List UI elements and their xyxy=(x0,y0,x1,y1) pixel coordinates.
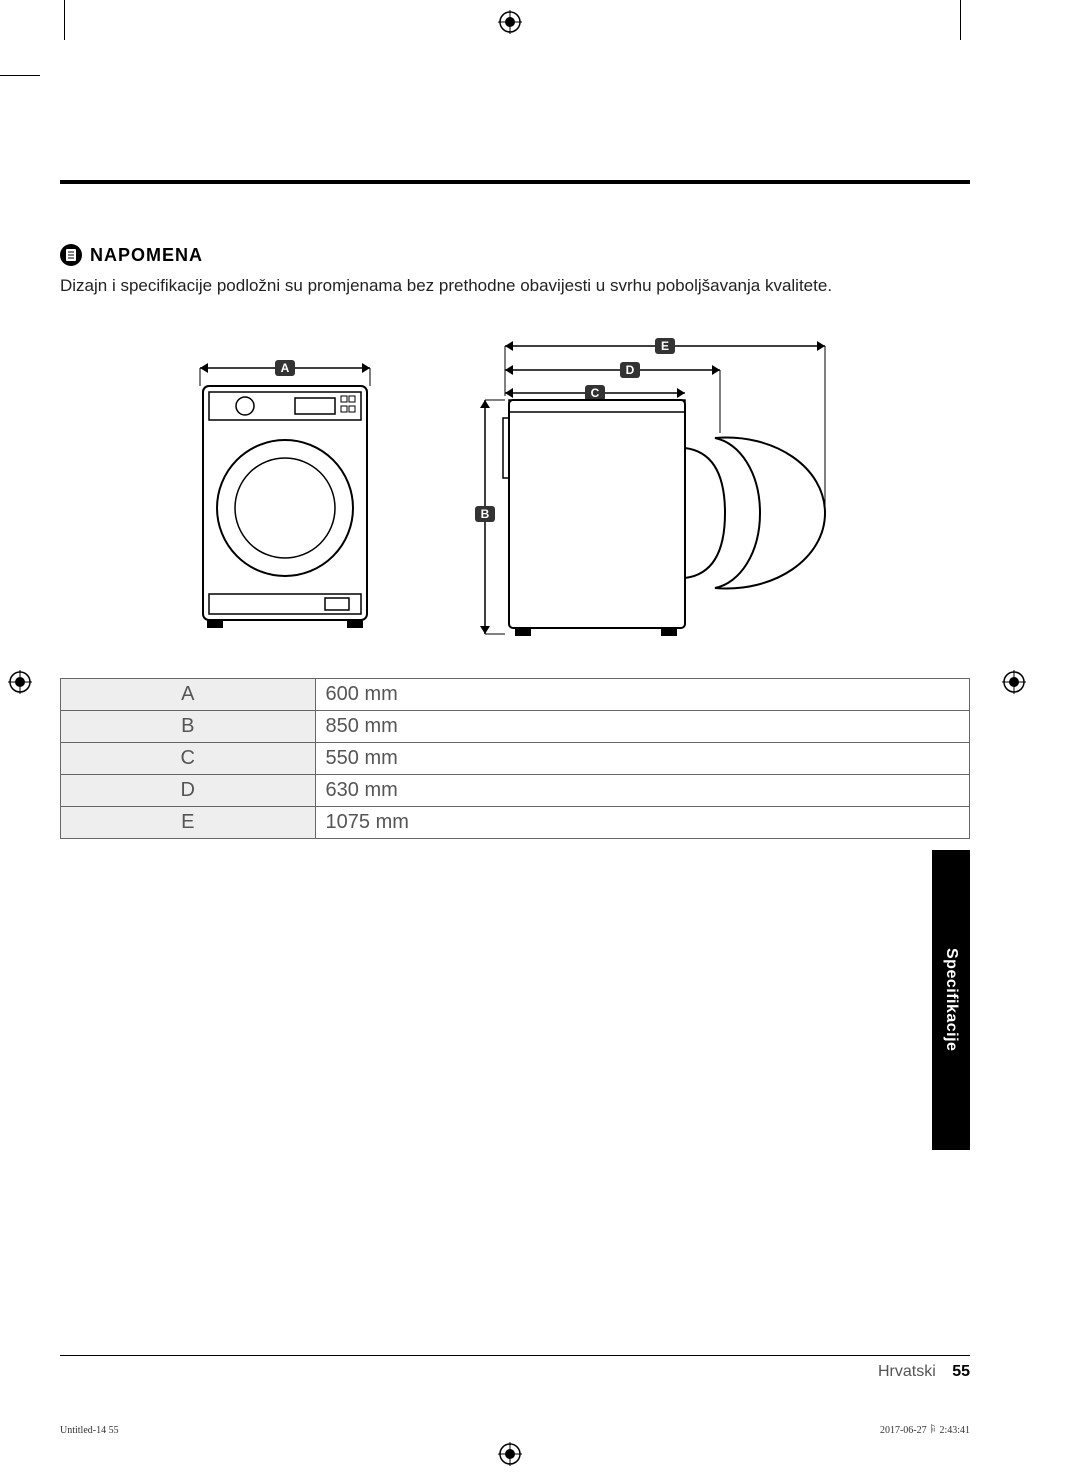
dimensions-table: A600 mm B850 mm C550 mm D630 mm E1075 mm xyxy=(60,678,970,839)
footer-language: Hrvatski xyxy=(878,1363,936,1380)
table-row: C550 mm xyxy=(61,742,970,774)
dim-label-C: C xyxy=(591,386,600,400)
dim-key: B xyxy=(61,710,316,742)
table-row: A600 mm xyxy=(61,678,970,710)
dim-label-B: B xyxy=(481,507,490,521)
dim-val: 630 mm xyxy=(315,774,969,806)
reg-mark-right xyxy=(1002,670,1026,694)
note-title: NAPOMENA xyxy=(90,245,203,266)
footer-page-number: 55 xyxy=(952,1363,970,1380)
dim-label-D: D xyxy=(626,363,635,377)
dim-val: 550 mm xyxy=(315,742,969,774)
page-content: NAPOMENA Dizajn i specifikacije podložni… xyxy=(60,50,970,1416)
dim-val: 850 mm xyxy=(315,710,969,742)
section-tab-label: Specifikacije xyxy=(942,948,960,1051)
table-row: D630 mm xyxy=(61,774,970,806)
dim-key: C xyxy=(61,742,316,774)
page-footer: Hrvatski 55 xyxy=(878,1363,970,1381)
bottom-rule xyxy=(60,1355,970,1356)
section-tab: Specifikacije xyxy=(932,850,970,1150)
dim-label-E: E xyxy=(661,339,669,353)
dim-key: D xyxy=(61,774,316,806)
front-view-diagram: A xyxy=(185,338,385,638)
side-view-diagram: E D C B xyxy=(465,338,845,648)
print-meta-right: 2017-06-27 ꌕ 2:43:41 xyxy=(880,1423,970,1436)
dim-key: E xyxy=(61,806,316,838)
top-rule xyxy=(60,180,970,184)
reg-mark-left xyxy=(8,670,32,694)
note-text: Dizajn i specifikacije podložni su promj… xyxy=(60,274,970,298)
dim-key: A xyxy=(61,678,316,710)
reg-mark-bottom xyxy=(498,1442,522,1466)
table-row: B850 mm xyxy=(61,710,970,742)
reg-mark-top xyxy=(498,10,522,34)
diagrams-area: A xyxy=(60,338,970,648)
document-icon xyxy=(60,244,82,266)
dim-val: 1075 mm xyxy=(315,806,969,838)
note-header: NAPOMENA xyxy=(60,244,970,266)
dim-label-A: A xyxy=(281,361,290,375)
table-row: E1075 mm xyxy=(61,806,970,838)
dim-val: 600 mm xyxy=(315,678,969,710)
print-meta-left: Untitled-14 55 xyxy=(60,1425,119,1436)
